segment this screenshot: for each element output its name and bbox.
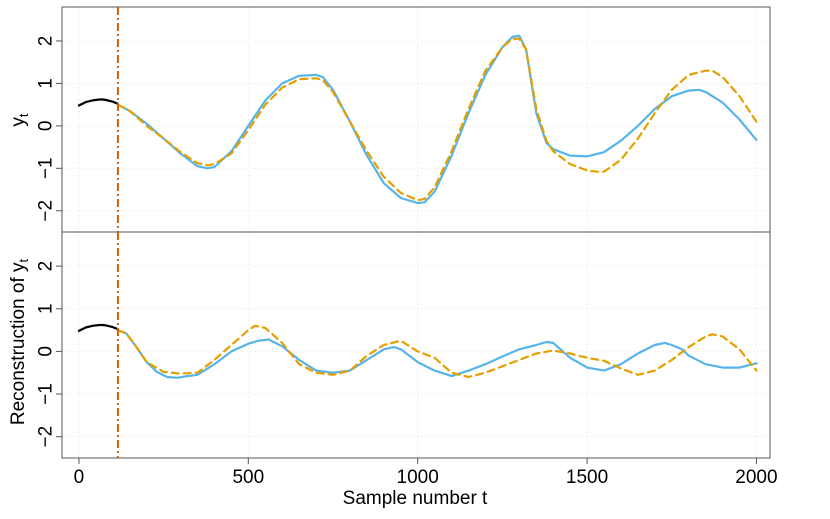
- top-series: [77, 7, 758, 232]
- x-axis-title: Sample number t: [343, 488, 488, 509]
- top-panel: −2 −1 0 1 2 yt: [8, 6, 771, 233]
- series-line-orange: [116, 37, 758, 202]
- series-line-blue: [116, 329, 758, 379]
- x-axis: 0 500 1000 1500 2000: [74, 458, 778, 488]
- top-y-axis: −2 −1 0 1 2: [36, 36, 62, 222]
- y-tick-label: 1: [36, 303, 57, 314]
- top-panel-frame: [61, 6, 771, 233]
- series-line-observed: [77, 98, 119, 107]
- bottom-series: [77, 232, 758, 458]
- x-tick-label: 2000: [735, 467, 777, 488]
- series-line-observed: [77, 323, 119, 332]
- y-tick-label: −2: [36, 200, 57, 222]
- top-y-axis-title: yt: [8, 113, 31, 127]
- y-tick-label: 0: [36, 121, 57, 132]
- bottom-y-axis-title: Reconstruction of yt: [8, 258, 31, 425]
- bottom-y-axis-title-main: Reconstruction of y: [8, 262, 29, 425]
- bottom-y-axis: −2 −1 0 1 2: [36, 261, 62, 448]
- series-line-orange: [116, 324, 758, 379]
- x-tick-label: 1500: [566, 467, 608, 488]
- x-tick-label: 1000: [397, 467, 439, 488]
- bottom-grid: [62, 232, 770, 458]
- top-grid: [62, 7, 770, 232]
- top-y-axis-title-main: y: [8, 117, 29, 127]
- x-tick-label: 500: [232, 467, 264, 488]
- y-tick-label: −1: [36, 157, 57, 179]
- y-tick-label: −2: [36, 426, 57, 448]
- y-tick-label: 2: [36, 36, 57, 47]
- y-tick-label: 1: [36, 78, 57, 89]
- y-tick-label: −1: [36, 383, 57, 405]
- bottom-panel: −2 −1 0 1 2 0 500 1000 1500 2000 Reconstruction …: [8, 231, 778, 509]
- top-y-axis-title-subscript: t: [16, 113, 31, 117]
- bottom-y-axis-title-subscript: t: [16, 258, 31, 262]
- x-tick-label: 0: [74, 467, 85, 488]
- series-line-blue: [116, 34, 758, 205]
- bottom-panel-frame: [61, 231, 771, 459]
- y-tick-label: 2: [36, 261, 57, 272]
- y-tick-label: 0: [36, 346, 57, 357]
